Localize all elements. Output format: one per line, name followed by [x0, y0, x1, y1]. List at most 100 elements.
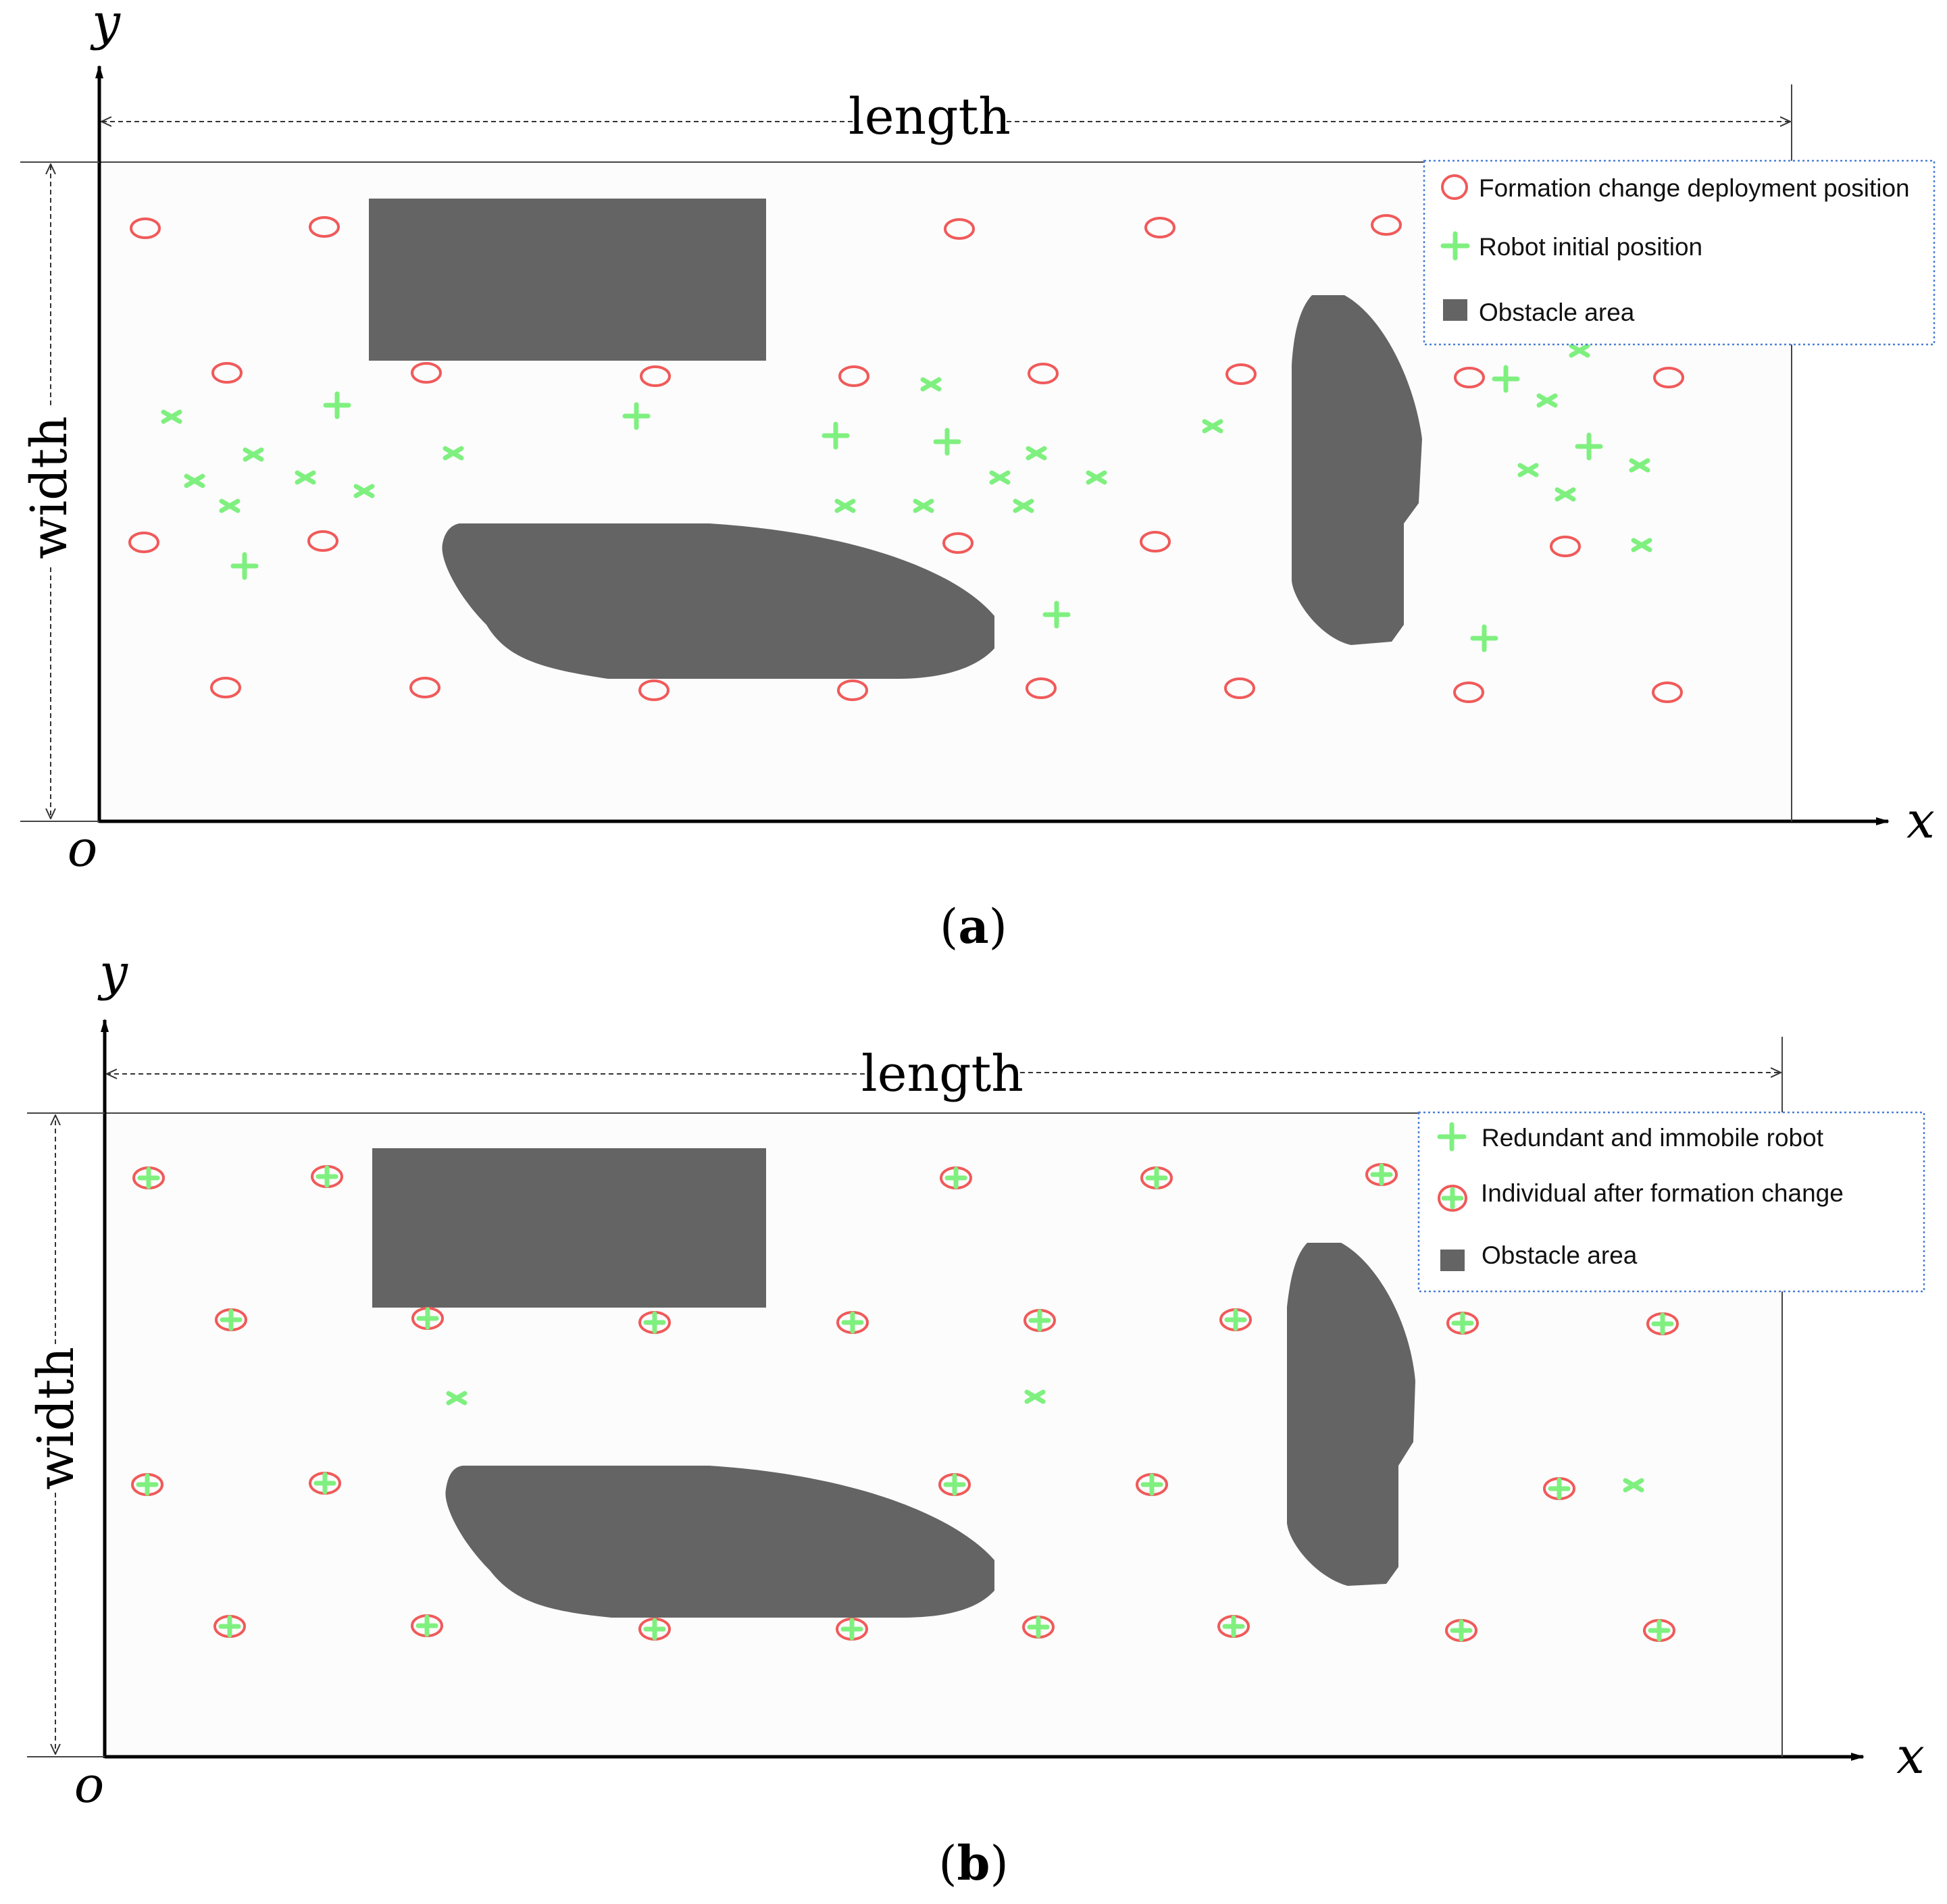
individual-marker: [938, 1473, 971, 1496]
deployment-position-marker: [409, 677, 440, 698]
deployment-position-marker: [838, 365, 869, 387]
robot-plus-marker: [1492, 365, 1520, 393]
deployment-position-marker: [837, 679, 868, 701]
deployment-position-marker: [640, 365, 671, 387]
red-circle-marker-icon: [1441, 174, 1468, 200]
robot-x-marker: [353, 484, 375, 498]
robot-x-marker: [1517, 463, 1539, 478]
deployment-position-marker: [638, 679, 669, 701]
individual-marker: [836, 1311, 869, 1334]
legend-box: [1423, 159, 1936, 346]
robot-x-marker: [1013, 498, 1034, 513]
individual-marker: [1136, 1473, 1168, 1496]
robot-x-marker: [834, 498, 856, 513]
deployment-position-marker: [1371, 214, 1402, 236]
robot-x-marker: [446, 1391, 467, 1406]
deployment-position-marker: [1652, 681, 1683, 703]
individual-marker: [132, 1166, 165, 1189]
caption-open-paren: (: [940, 899, 958, 954]
deployment-position-marker: [1453, 681, 1484, 703]
gray-square-marker-icon: [1440, 1250, 1465, 1271]
width-label: width: [27, 1347, 85, 1490]
gray-square-marker-icon: [1443, 299, 1467, 321]
caption-close-paren: ): [989, 899, 1007, 954]
robot-plus-marker: [622, 402, 651, 430]
y-axis-label: y: [97, 944, 128, 1002]
legend-a: Formation change deployment position Rob…: [1423, 159, 1936, 346]
individual-marker: [1646, 1312, 1679, 1335]
legend-item-label: Robot initial position: [1479, 233, 1702, 261]
obstacle-blob: [1292, 295, 1422, 645]
deployment-position-marker: [210, 677, 241, 698]
robot-cross-positions: [161, 343, 1652, 552]
individual-marker: [1219, 1308, 1252, 1331]
caption-a: (a): [940, 898, 1007, 954]
origin-label: o: [68, 820, 98, 878]
individual-marker: [1217, 1615, 1250, 1638]
deployment-position-marker: [1144, 217, 1175, 238]
deployment-position-marker: [1224, 677, 1255, 699]
caption-b: (b): [938, 1835, 1009, 1891]
individual-marker: [1643, 1619, 1675, 1642]
individual-marker: [1365, 1163, 1398, 1186]
robot-x-marker: [442, 446, 464, 461]
x-axis-label: x: [1906, 792, 1935, 850]
robot-x-marker: [1024, 1389, 1046, 1404]
caption-letter: a: [958, 898, 988, 954]
individual-marker: [411, 1307, 444, 1330]
legend-b: Redundant and immobile robot Individual …: [1417, 1111, 1925, 1293]
individual-marker: [309, 1472, 341, 1495]
robot-x-marker: [1629, 458, 1650, 473]
robot-x-marker: [1536, 393, 1558, 408]
robot-x-marker: [1554, 487, 1576, 502]
deployment-position-marker: [1653, 367, 1684, 388]
legend-item-label: Obstacle area: [1482, 1241, 1638, 1269]
redundant-robots: [446, 1389, 1644, 1493]
width-label: width: [20, 416, 78, 559]
caption-letter: b: [957, 1835, 990, 1891]
length-label: length: [849, 88, 1011, 146]
individual-marker: [1543, 1477, 1575, 1500]
robot-plus-marker: [821, 421, 850, 450]
robot-plus-marker: [230, 552, 259, 580]
green-plus-marker-icon: [1440, 231, 1470, 261]
panel-b: length width y x o: [27, 944, 1925, 1891]
robot-x-marker: [1086, 470, 1107, 485]
individual-marker: [215, 1308, 247, 1331]
individual-marker: [411, 1614, 443, 1637]
deployment-position-marker: [1026, 677, 1057, 699]
individual-marker: [1445, 1619, 1477, 1642]
individual-marker: [213, 1615, 246, 1638]
deployment-position-marker: [1454, 367, 1485, 388]
robot-x-marker: [1623, 1478, 1644, 1493]
robot-x-marker: [1569, 343, 1590, 358]
green-plus-marker-icon: [1437, 1122, 1467, 1152]
robot-x-marker: [989, 470, 1011, 485]
individual-marker: [638, 1311, 671, 1334]
robot-x-marker: [1202, 419, 1223, 434]
deployment-position-marker: [944, 218, 975, 240]
robot-x-marker: [184, 473, 205, 488]
caption-open-paren: (: [938, 1836, 957, 1891]
panel-a: length width y x o: [20, 0, 1936, 954]
individual-marker: [131, 1473, 163, 1496]
obstacle-blob: [1287, 1243, 1415, 1586]
individual-marker: [836, 1618, 868, 1641]
robot-plus-marker: [933, 428, 961, 456]
legend-box: [1417, 1111, 1925, 1293]
robot-x-marker: [161, 409, 182, 424]
deployment-position-marker: [128, 532, 159, 553]
individual-marker: [940, 1166, 972, 1189]
deployment-position-marker: [1140, 531, 1171, 552]
obstacle-ellipse: [442, 523, 994, 679]
legend-item-label: Individual after formation change: [1481, 1179, 1844, 1207]
deployment-position-marker: [1225, 363, 1257, 385]
deployment-position-marker: [1550, 536, 1581, 557]
caption-close-paren: ): [990, 1836, 1008, 1891]
individual-marker: [1446, 1312, 1479, 1335]
deployment-position-marker: [211, 362, 243, 384]
robot-plus-marker: [1575, 432, 1603, 461]
obstacle-rectangle: [369, 199, 766, 361]
origin-label: o: [74, 1756, 105, 1814]
y-axis-label: y: [90, 0, 121, 51]
